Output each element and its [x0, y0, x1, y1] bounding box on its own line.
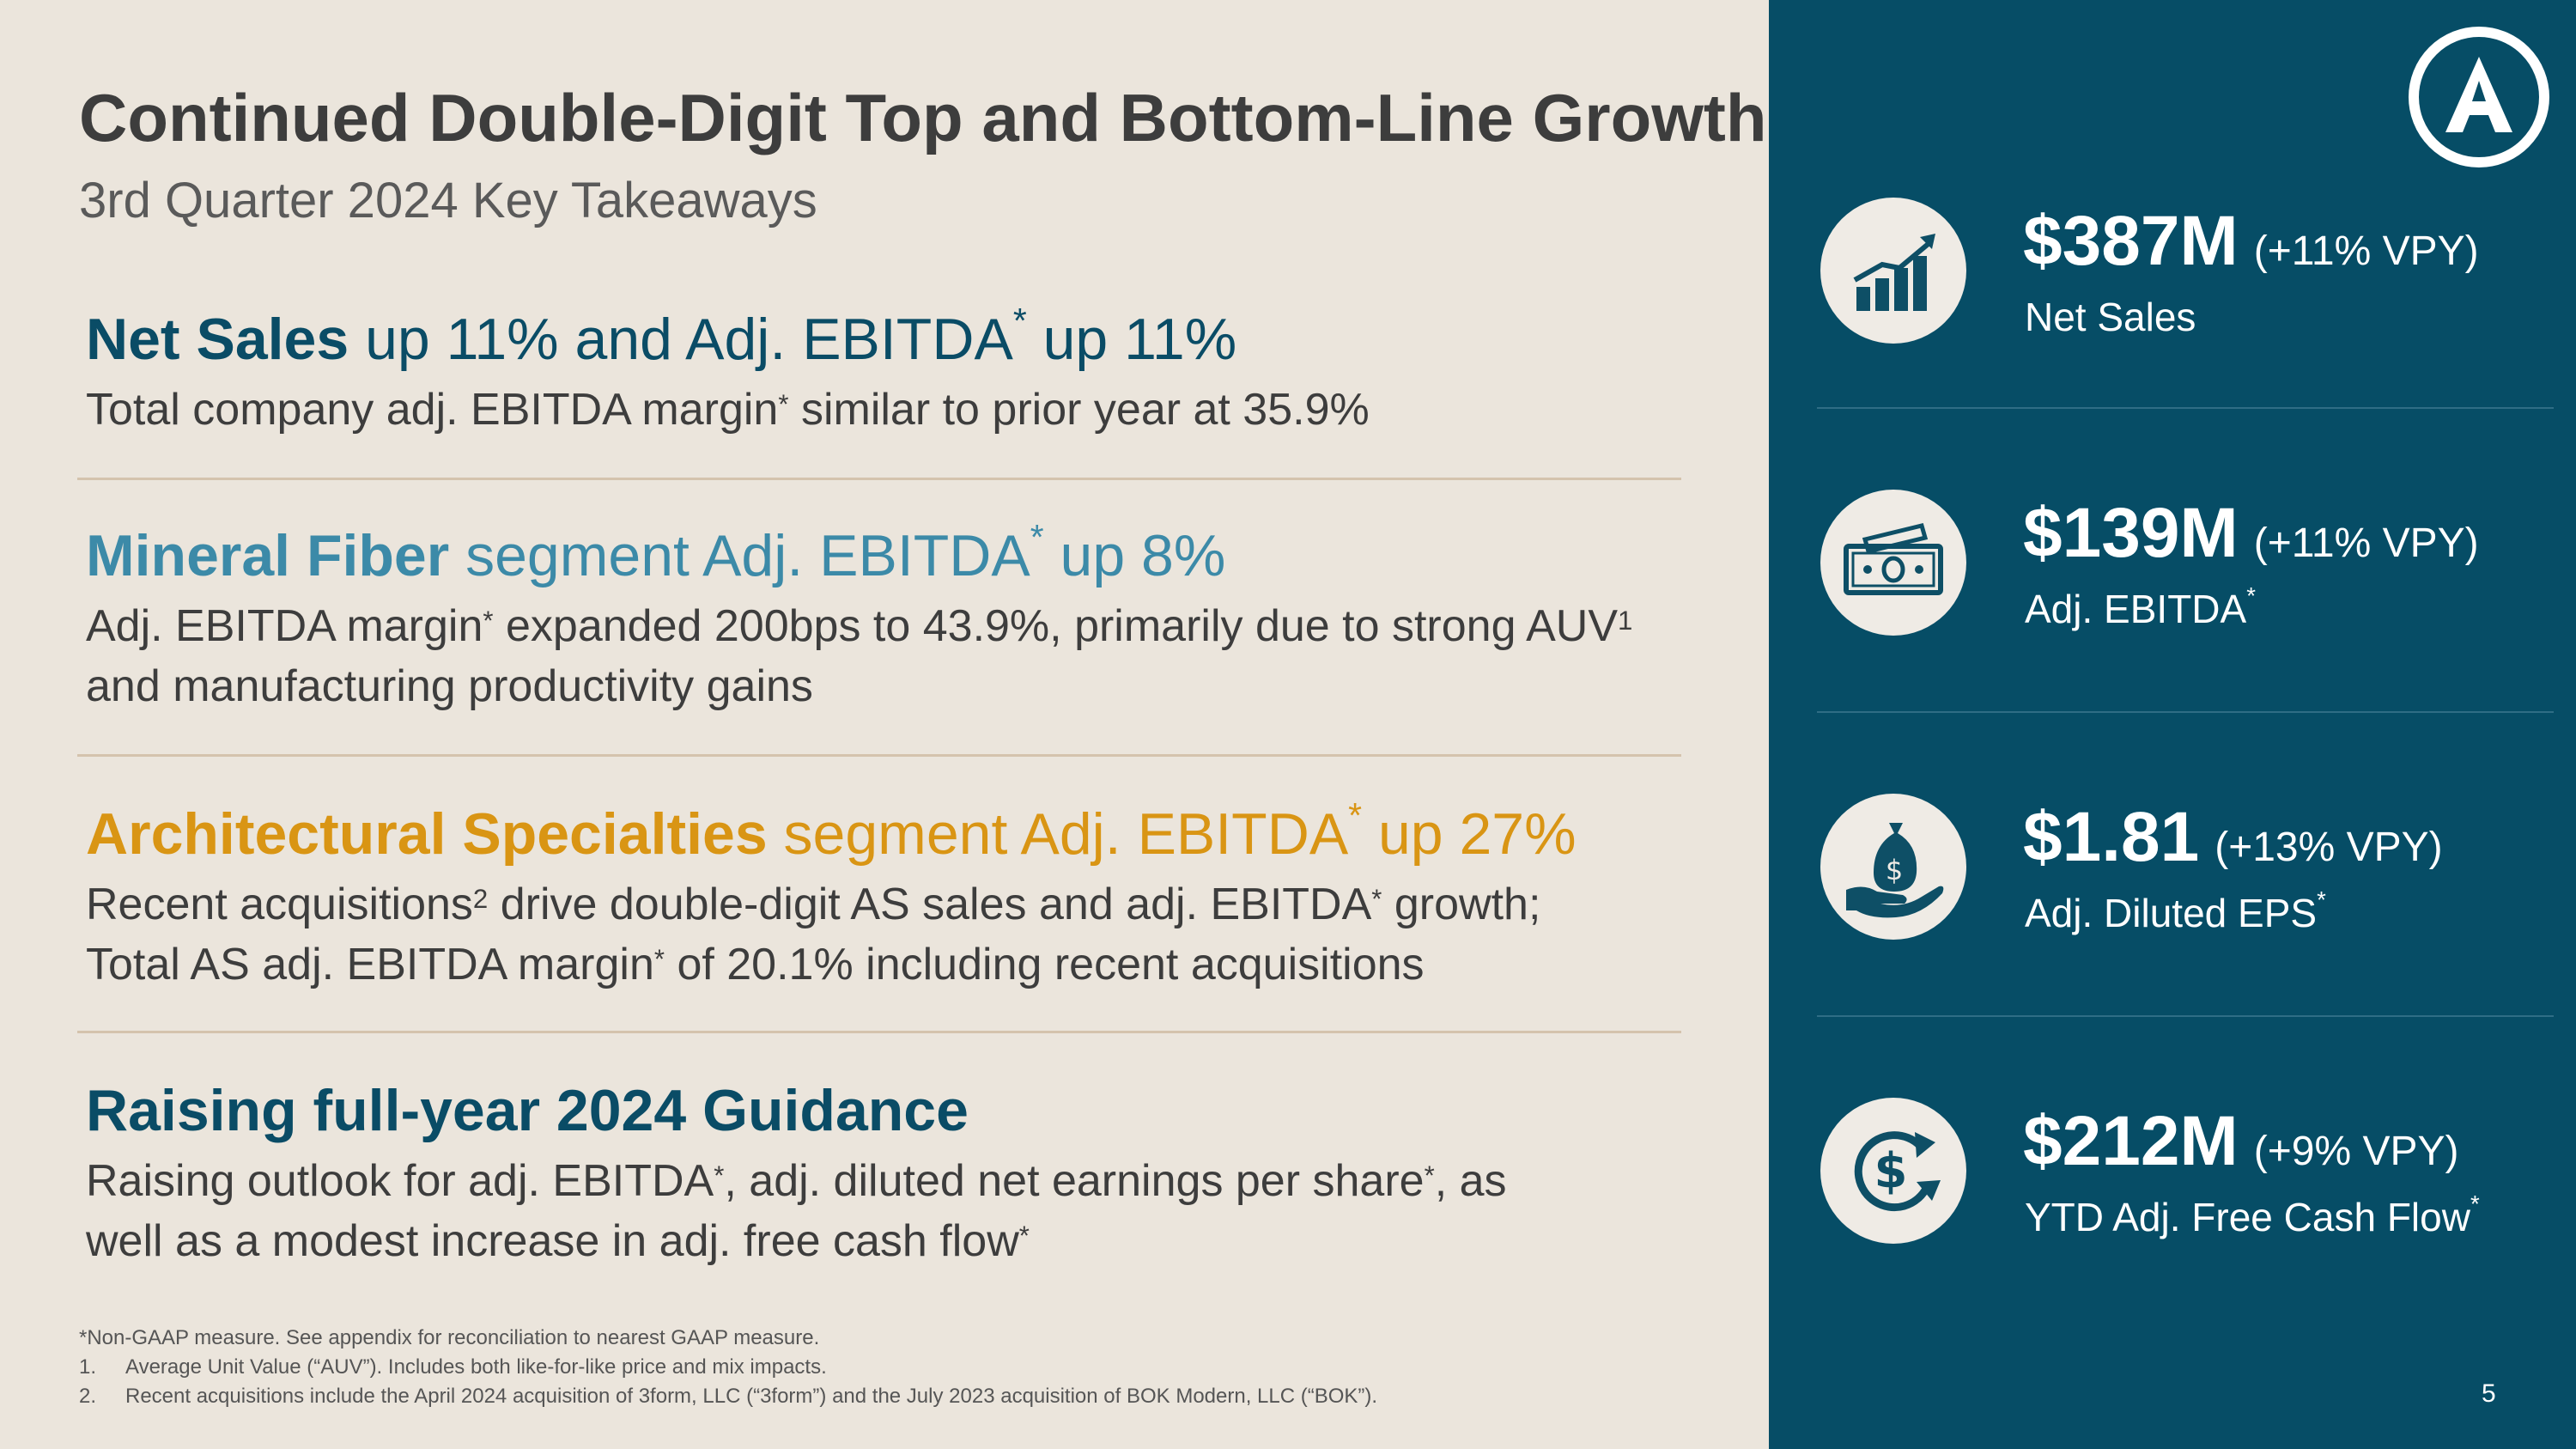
- page-number: 5: [2482, 1379, 2496, 1408]
- metric-label: Net Sales: [2025, 295, 2196, 339]
- page-title: Continued Double-Digit Top and Bottom-Li…: [79, 80, 1767, 155]
- dollar-cycle-icon: $: [1820, 1098, 1966, 1244]
- takeaway-heading: Mineral Fiber segment Adj. EBITDA* up 8%: [86, 517, 1226, 588]
- footnote-2: 2. Recent acquisitions include the April …: [79, 1385, 1378, 1408]
- takeaway-guidance: Raising full-year 2024 Guidance Raising …: [86, 1077, 1700, 1271]
- takeaway-heading: Architectural Specialties segment Adj. E…: [86, 795, 1577, 867]
- svg-text:$: $: [1886, 854, 1903, 886]
- metric-label: Adj. Diluted EPS*: [2025, 886, 2326, 935]
- metric-free-cash-flow: $ $212M (+9% VPY) YTD Adj. Free Cash Flow…: [1769, 1098, 2576, 1269]
- footnote-nongaap: *Non-GAAP measure. See appendix for reco…: [79, 1326, 820, 1349]
- takeaway-heading: Net Sales up 11% and Adj. EBITDA* up 11%: [86, 301, 1237, 372]
- metric-divider: [1817, 1015, 2554, 1017]
- metric-adj-ebitda: $139M (+11% VPY) Adj. EBITDA*: [1769, 490, 2576, 661]
- metric-value: $387M: [2023, 202, 2239, 280]
- metric-adj-diluted-eps: $ $1.81 (+13% VPY) Adj. Diluted EPS*: [1769, 794, 2576, 965]
- metric-label: Adj. EBITDA*: [2025, 582, 2256, 631]
- takeaway-heading: Raising full-year 2024 Guidance: [86, 1078, 969, 1143]
- takeaway-body: Raising outlook for adj. EBITDA*, adj. d…: [86, 1156, 1507, 1267]
- takeaway-body: Recent acquisitions2 drive double-digit …: [86, 880, 1541, 990]
- takeaway-mineral-fiber: Mineral Fiber segment Adj. EBITDA* up 8%…: [86, 517, 1700, 716]
- page-subtitle: 3rd Quarter 2024 Key Takeaways: [79, 173, 817, 228]
- takeaway-body: Adj. EBITDA margin* expanded 200bps to 4…: [86, 601, 1633, 712]
- takeaway-architectural-specialties: Architectural Specialties segment Adj. E…: [86, 795, 1700, 995]
- svg-text:$: $: [1874, 1143, 1908, 1199]
- metric-divider: [1817, 407, 2554, 409]
- metric-change: (+13% VPY): [2215, 825, 2443, 870]
- content-area: Continued Double-Digit Top and Bottom-Li…: [77, 80, 1767, 1408]
- metric-value: $212M: [2023, 1102, 2239, 1180]
- metric-change: (+11% VPY): [2253, 521, 2479, 566]
- bar-chart-growth-icon: [1820, 198, 1966, 344]
- metric-net-sales: $387M (+11% VPY) Net Sales: [1769, 198, 2576, 369]
- metrics-panel: $387M (+11% VPY) Net Sales $139M (+11% VPY…: [1769, 0, 2576, 1449]
- metric-value: $139M: [2023, 494, 2239, 572]
- section-divider: [77, 754, 1681, 757]
- money-bag-hand-icon: $: [1820, 794, 1966, 940]
- section-divider: [77, 478, 1681, 480]
- metric-value: $1.81: [2023, 798, 2200, 876]
- metric-label: YTD Adj. Free Cash Flow*: [2025, 1190, 2480, 1239]
- company-logo-icon: [2409, 27, 2549, 167]
- metric-change: (+9% VPY): [2253, 1129, 2459, 1174]
- metric-change: (+11% VPY): [2253, 228, 2479, 274]
- metric-divider: [1817, 711, 2554, 713]
- footnote-1: 1. Average Unit Value (“AUV”). Includes b…: [79, 1355, 827, 1379]
- takeaway-net-sales: Net Sales up 11% and Adj. EBITDA* up 11%…: [86, 301, 1700, 440]
- section-divider: [77, 1031, 1681, 1033]
- takeaway-body: Total company adj. EBITDA margin* simila…: [86, 385, 1370, 435]
- cash-bill-icon: [1820, 490, 1966, 636]
